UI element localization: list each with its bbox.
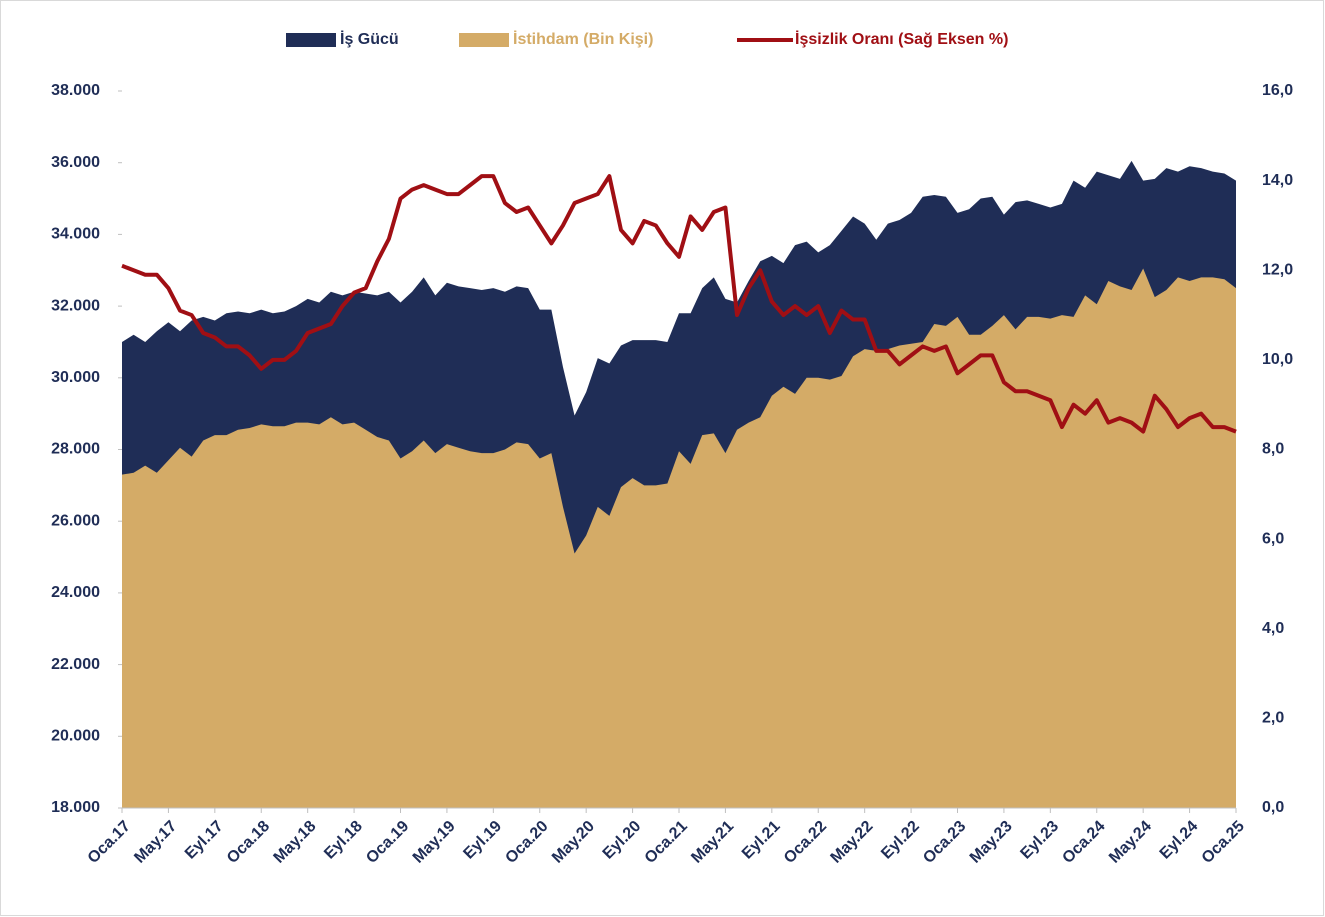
legend-swatch [286, 33, 336, 47]
y-tick-label: 34.000 [51, 226, 100, 243]
y-tick-label: 26.000 [51, 512, 100, 529]
y-tick-label: 30.000 [51, 369, 100, 386]
y2-tick-label: 6,0 [1262, 530, 1284, 547]
y-tick-label: 38.000 [51, 82, 100, 99]
y-tick-label: 32.000 [51, 297, 100, 314]
legend-label: İşsizlik Oranı (Sağ Eksen %) [795, 30, 1008, 48]
y-tick-label: 24.000 [51, 584, 100, 601]
line [121, 174, 1237, 434]
y-tick-label: 28.000 [51, 441, 100, 458]
y2-tick-label: 12,0 [1262, 261, 1293, 278]
y2-tick-label: 4,0 [1262, 620, 1284, 637]
y2-tick-label: 2,0 [1262, 710, 1284, 727]
y-tick-label: 20.000 [51, 728, 100, 745]
legend-label: İş Gücü [340, 30, 399, 48]
y2-tick-label: 8,0 [1262, 441, 1284, 458]
y2-tick-label: 0,0 [1262, 799, 1284, 816]
y2-tick-label: 16,0 [1262, 82, 1293, 99]
area [122, 268, 1236, 808]
legend-label: İstihdam (Bin Kişi) [513, 30, 653, 48]
y-tick-label: 18.000 [51, 799, 100, 816]
y-tick-label: 36.000 [51, 154, 100, 171]
y-tick-label: 22.000 [51, 656, 100, 673]
legend-swatch [459, 33, 509, 47]
y2-tick-label: 14,0 [1262, 172, 1293, 189]
y2-tick-label: 10,0 [1262, 351, 1293, 368]
